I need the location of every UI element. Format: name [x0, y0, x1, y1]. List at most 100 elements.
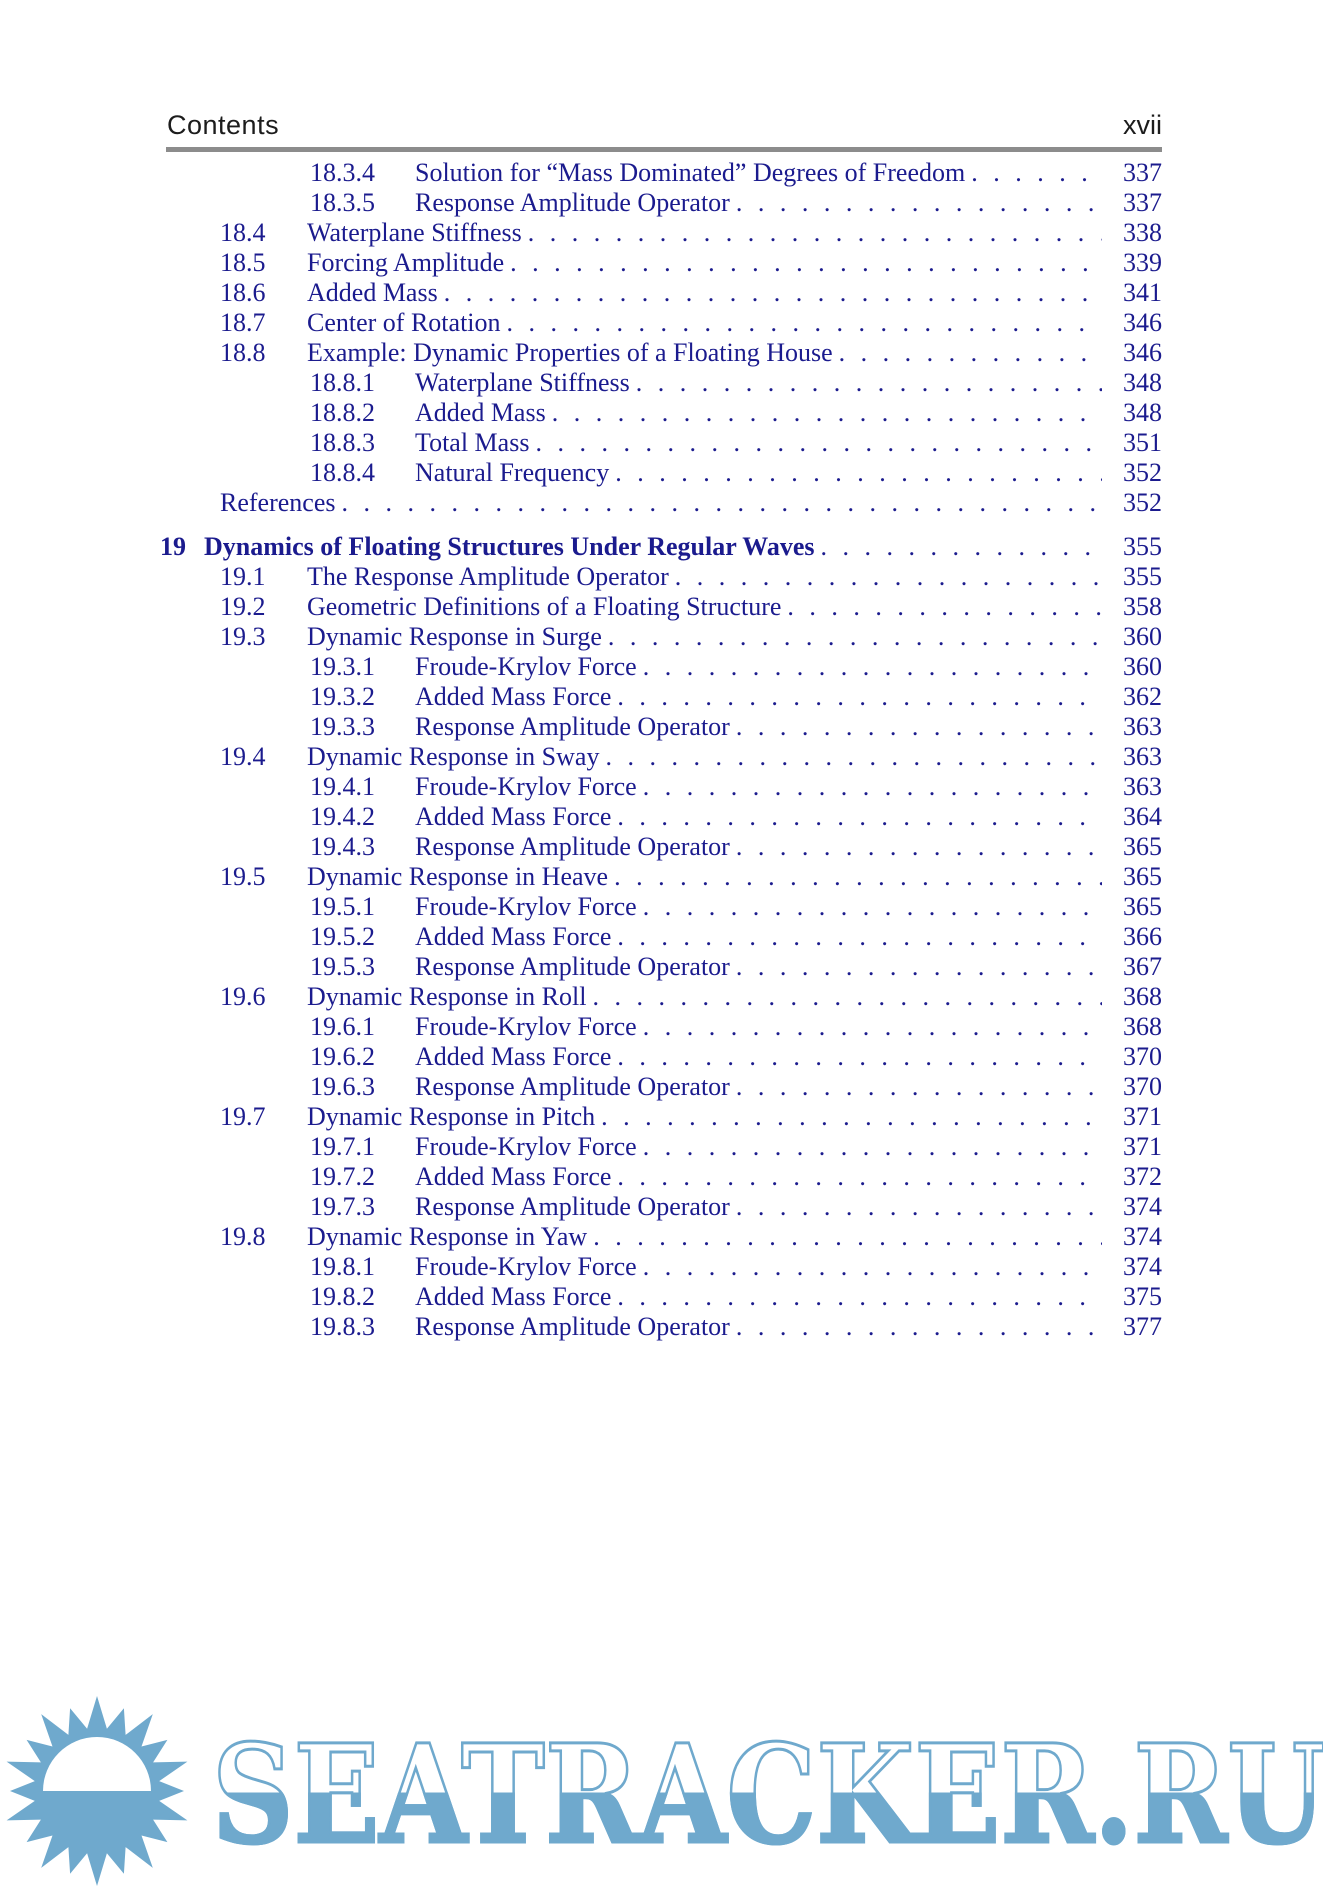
entry-number: 18.3.4 [310, 158, 375, 187]
entry-number: 19.5.2 [310, 922, 375, 951]
toc-entry: 19.3.3 Response Amplitude Operator 363 [160, 712, 1162, 742]
entry-title: Froude-Krylov Force [415, 772, 637, 801]
watermark: SEATRACKER.RU [0, 1680, 1323, 1890]
entry-title: Natural Frequency [415, 458, 610, 487]
entry-title: Response Amplitude Operator [415, 1072, 730, 1101]
toc-entry: 18.4 Waterplane Stiffness 338 [160, 218, 1162, 248]
toc-entry: 19.5.2 Added Mass Force 366 [160, 922, 1162, 952]
page-number: 366 [1123, 922, 1162, 951]
page-number: 338 [1123, 218, 1162, 247]
entry-title: Froude-Krylov Force [415, 1252, 637, 1281]
dot-leader [643, 892, 1102, 922]
page-number: 375 [1123, 1282, 1162, 1311]
page-number: 363 [1123, 742, 1162, 771]
page-number: 374 [1123, 1252, 1162, 1281]
page-number: 363 [1123, 712, 1162, 741]
entry-title: Dynamic Response in Sway [307, 742, 600, 771]
entry-title: Center of Rotation [307, 308, 501, 337]
toc-entry: 19.6 Dynamic Response in Roll 368 [160, 982, 1162, 1012]
toc-entry: 18.7 Center of Rotation 346 [160, 308, 1162, 338]
toc-entry: 19.8.3 Response Amplitude Operator 377 [160, 1312, 1162, 1342]
page-number: 377 [1123, 1312, 1162, 1341]
toc-entry: 19.4.1 Froude-Krylov Force 363 [160, 772, 1162, 802]
entry-number: 19.2 [220, 592, 266, 621]
toc-entry: 19.3 Dynamic Response in Surge 360 [160, 622, 1162, 652]
dot-leader [593, 1222, 1102, 1252]
entry-title: Example: Dynamic Properties of a Floatin… [307, 338, 833, 367]
entry-title: Forcing Amplitude [307, 248, 505, 277]
toc-entry: 19.5 Dynamic Response in Heave 365 [160, 862, 1162, 892]
toc-entry: 19 Dynamics of Floating Structures Under … [160, 532, 1162, 562]
entry-title: Solution for “Mass Dominated” Degrees of… [415, 158, 966, 187]
entry-number: 19.5.3 [310, 952, 375, 981]
dot-leader [636, 368, 1102, 398]
entry-title: Added Mass Force [415, 1042, 612, 1071]
dot-leader [528, 218, 1102, 248]
entry-title: Response Amplitude Operator [415, 832, 730, 861]
dot-leader [615, 458, 1102, 488]
toc-entry: 19.3.2 Added Mass Force 362 [160, 682, 1162, 712]
header-rule-divider [166, 147, 1162, 152]
entry-number: 19.3 [220, 622, 266, 651]
toc-entry: 19.7.3 Response Amplitude Operator 374 [160, 1192, 1162, 1222]
entry-title: Response Amplitude Operator [415, 952, 730, 981]
sun-logo-icon [6, 1696, 188, 1886]
page-number: 348 [1123, 398, 1162, 427]
entry-title: Added Mass Force [415, 682, 612, 711]
page-number: 339 [1123, 248, 1162, 277]
toc-entry: 18.8.2 Added Mass 348 [160, 398, 1162, 428]
entry-number: 19.3.3 [310, 712, 375, 741]
page-number: 368 [1123, 1012, 1162, 1041]
dot-leader [736, 1312, 1102, 1342]
entry-title: Added Mass [415, 398, 546, 427]
page-number: 368 [1123, 982, 1162, 1011]
entry-title: Dynamic Response in Heave [307, 862, 609, 891]
entry-number: 18.3.5 [310, 188, 375, 217]
toc-entry: 18.8.1 Waterplane Stiffness 348 [160, 368, 1162, 398]
dot-leader [839, 338, 1102, 368]
toc-entry: 19.2 Geometric Definitions of a Floating … [160, 592, 1162, 622]
dot-leader [643, 1012, 1102, 1042]
entry-title: Froude-Krylov Force [415, 652, 637, 681]
toc-entry: 19.8 Dynamic Response in Yaw 374 [160, 1222, 1162, 1252]
page-number: 346 [1123, 338, 1162, 367]
toc-entry: 18.8.4 Natural Frequency 352 [160, 458, 1162, 488]
dot-leader [535, 428, 1102, 458]
page-number: 363 [1123, 772, 1162, 801]
dot-leader [601, 1102, 1102, 1132]
toc-entry: 18.6 Added Mass 341 [160, 278, 1162, 308]
page-number: 371 [1123, 1132, 1162, 1161]
dot-leader [614, 862, 1102, 892]
toc-entry: 19.5.3 Response Amplitude Operator 367 [160, 952, 1162, 982]
entry-number: 19.5 [220, 862, 266, 891]
entry-number: 18.5 [220, 248, 266, 277]
page-number: 360 [1123, 652, 1162, 681]
running-head-title: Contents [167, 110, 280, 140]
entry-title: Geometric Definitions of a Floating Stru… [307, 592, 782, 621]
entry-title: Froude-Krylov Force [415, 892, 637, 921]
entry-title: Dynamics of Floating Structures Under Re… [204, 532, 815, 561]
entry-number: 19 [160, 532, 186, 561]
entry-number: 19.4.3 [310, 832, 375, 861]
entry-title: Response Amplitude Operator [415, 1312, 730, 1341]
entry-number: 19.3.1 [310, 652, 375, 681]
page-number: 341 [1123, 278, 1162, 307]
page-number: 374 [1123, 1192, 1162, 1221]
toc-entry: 19.1 The Response Amplitude Operator 355 [160, 562, 1162, 592]
toc-entry: 19.7.2 Added Mass Force 372 [160, 1162, 1162, 1192]
entry-number: 19.8.1 [310, 1252, 375, 1281]
entry-title: Response Amplitude Operator [415, 712, 730, 741]
dot-leader [592, 982, 1102, 1012]
entry-number: 18.4 [220, 218, 266, 247]
entry-number: 19.6 [220, 982, 266, 1011]
entry-number: 18.8.1 [310, 368, 375, 397]
dot-leader [617, 1042, 1102, 1072]
entry-title: Response Amplitude Operator [415, 1192, 730, 1221]
dot-leader [617, 1162, 1102, 1192]
page-number: 352 [1123, 488, 1162, 517]
entry-title: Response Amplitude Operator [415, 188, 730, 217]
page-number: 351 [1123, 428, 1162, 457]
entry-number: 19.6.2 [310, 1042, 375, 1071]
running-head-page-number: xvii [1123, 110, 1162, 140]
dot-leader [510, 248, 1102, 278]
